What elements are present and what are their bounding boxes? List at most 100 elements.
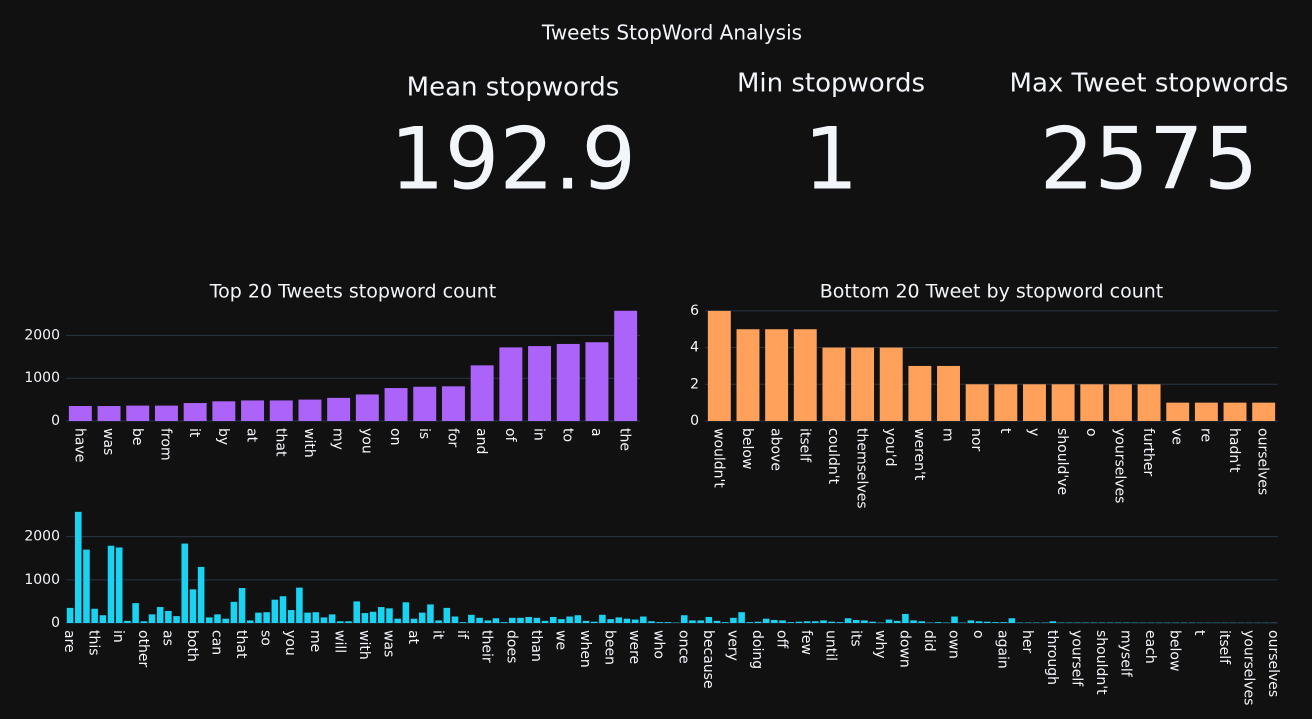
bar bbox=[664, 622, 672, 623]
x-tick-label: with bbox=[356, 630, 372, 660]
x-tick-label: m bbox=[940, 428, 956, 442]
x-tick-label: t bbox=[997, 428, 1013, 434]
x-tick-label: does bbox=[503, 630, 519, 663]
x-tick-label: should've bbox=[1054, 428, 1070, 495]
bar bbox=[517, 617, 524, 623]
bar bbox=[206, 617, 213, 623]
bar bbox=[296, 587, 303, 623]
bar bbox=[736, 329, 760, 421]
bar bbox=[713, 620, 721, 623]
indicator-title: Max Tweet stopwords bbox=[1010, 69, 1289, 99]
bar bbox=[66, 607, 74, 623]
bar bbox=[992, 622, 999, 623]
x-tick-label: themselves bbox=[854, 428, 870, 509]
x-tick-label: me bbox=[307, 630, 323, 652]
bar bbox=[410, 618, 418, 623]
bar bbox=[795, 621, 803, 623]
bar bbox=[91, 608, 98, 623]
bar bbox=[556, 343, 580, 421]
bar bbox=[908, 365, 932, 421]
x-tick-label: will bbox=[331, 630, 347, 653]
x-tick-label: at bbox=[405, 630, 421, 645]
x-tick-label: hadn't bbox=[1226, 428, 1242, 473]
bar bbox=[707, 310, 731, 421]
bar bbox=[793, 329, 817, 421]
bar bbox=[492, 618, 500, 623]
x-tick-label: own bbox=[946, 630, 962, 659]
x-tick-label: down bbox=[896, 630, 912, 668]
bar bbox=[337, 621, 344, 623]
x-tick-label: nor bbox=[968, 428, 984, 451]
x-tick-label: my bbox=[330, 428, 346, 450]
bar bbox=[746, 622, 754, 623]
x-tick-label: ourselves bbox=[1265, 630, 1281, 697]
bar bbox=[648, 621, 655, 623]
bar bbox=[156, 607, 164, 623]
y-tick-label: 1000 bbox=[24, 370, 60, 386]
x-tick-label: doing bbox=[749, 630, 765, 669]
bar bbox=[1051, 384, 1075, 421]
bar bbox=[298, 399, 322, 421]
x-tick-label: for bbox=[444, 428, 460, 447]
x-tick-label: when bbox=[577, 630, 593, 668]
x-tick-label: at bbox=[244, 428, 260, 443]
bar bbox=[615, 617, 623, 623]
bar bbox=[468, 614, 475, 623]
bar bbox=[173, 616, 180, 623]
bar bbox=[937, 365, 960, 421]
bar bbox=[328, 614, 336, 623]
x-tick-label: you bbox=[358, 428, 374, 454]
x-tick-label: been bbox=[602, 630, 618, 665]
x-tick-label: you bbox=[282, 630, 298, 656]
x-tick-label: weren't bbox=[911, 428, 927, 481]
bar bbox=[154, 405, 178, 421]
x-tick-label: the bbox=[617, 428, 633, 451]
bar bbox=[1000, 622, 1007, 623]
bar bbox=[975, 621, 983, 623]
x-tick-label: each bbox=[1142, 630, 1158, 664]
x-tick-label: further bbox=[1140, 428, 1156, 477]
x-tick-label: itself bbox=[796, 428, 812, 463]
x-tick-label: have bbox=[71, 428, 87, 462]
bar bbox=[263, 612, 270, 623]
x-tick-label: that bbox=[272, 428, 288, 457]
x-tick-label: we bbox=[552, 630, 568, 650]
bar bbox=[762, 618, 770, 623]
bar bbox=[631, 619, 639, 623]
x-tick-label: were bbox=[626, 630, 642, 664]
bar bbox=[893, 620, 901, 623]
x-tick-label: ourselves bbox=[1255, 428, 1271, 495]
x-tick-label: yourselves bbox=[1111, 428, 1127, 503]
bar bbox=[140, 621, 148, 623]
indicator-title: Min stopwords bbox=[737, 69, 925, 99]
x-tick-label: than bbox=[528, 630, 544, 662]
x-tick-label: to bbox=[559, 428, 575, 442]
bar bbox=[212, 401, 236, 421]
bar bbox=[148, 614, 156, 623]
bar bbox=[312, 612, 320, 623]
x-tick-label: because bbox=[700, 630, 716, 689]
bar bbox=[787, 622, 795, 623]
bar bbox=[967, 620, 975, 623]
bar bbox=[271, 599, 279, 623]
x-tick-label: couldn't bbox=[825, 428, 841, 485]
bar bbox=[394, 618, 401, 623]
bar bbox=[836, 622, 844, 623]
bar bbox=[852, 619, 860, 623]
bar bbox=[541, 620, 549, 623]
x-tick-label: by bbox=[215, 428, 231, 445]
x-tick-label: below bbox=[1167, 630, 1183, 671]
bar bbox=[107, 545, 115, 623]
bar bbox=[287, 610, 295, 623]
bar bbox=[402, 602, 410, 623]
bar bbox=[484, 620, 492, 623]
bar bbox=[345, 621, 352, 623]
bar bbox=[1049, 621, 1057, 623]
y-tick-label: 0 bbox=[51, 615, 60, 631]
x-tick-label: other bbox=[135, 630, 151, 668]
x-tick-label: a bbox=[588, 428, 604, 437]
x-tick-label: with bbox=[301, 428, 317, 458]
x-tick-label: be bbox=[129, 428, 145, 446]
y-tick-label: 2 bbox=[690, 376, 699, 392]
